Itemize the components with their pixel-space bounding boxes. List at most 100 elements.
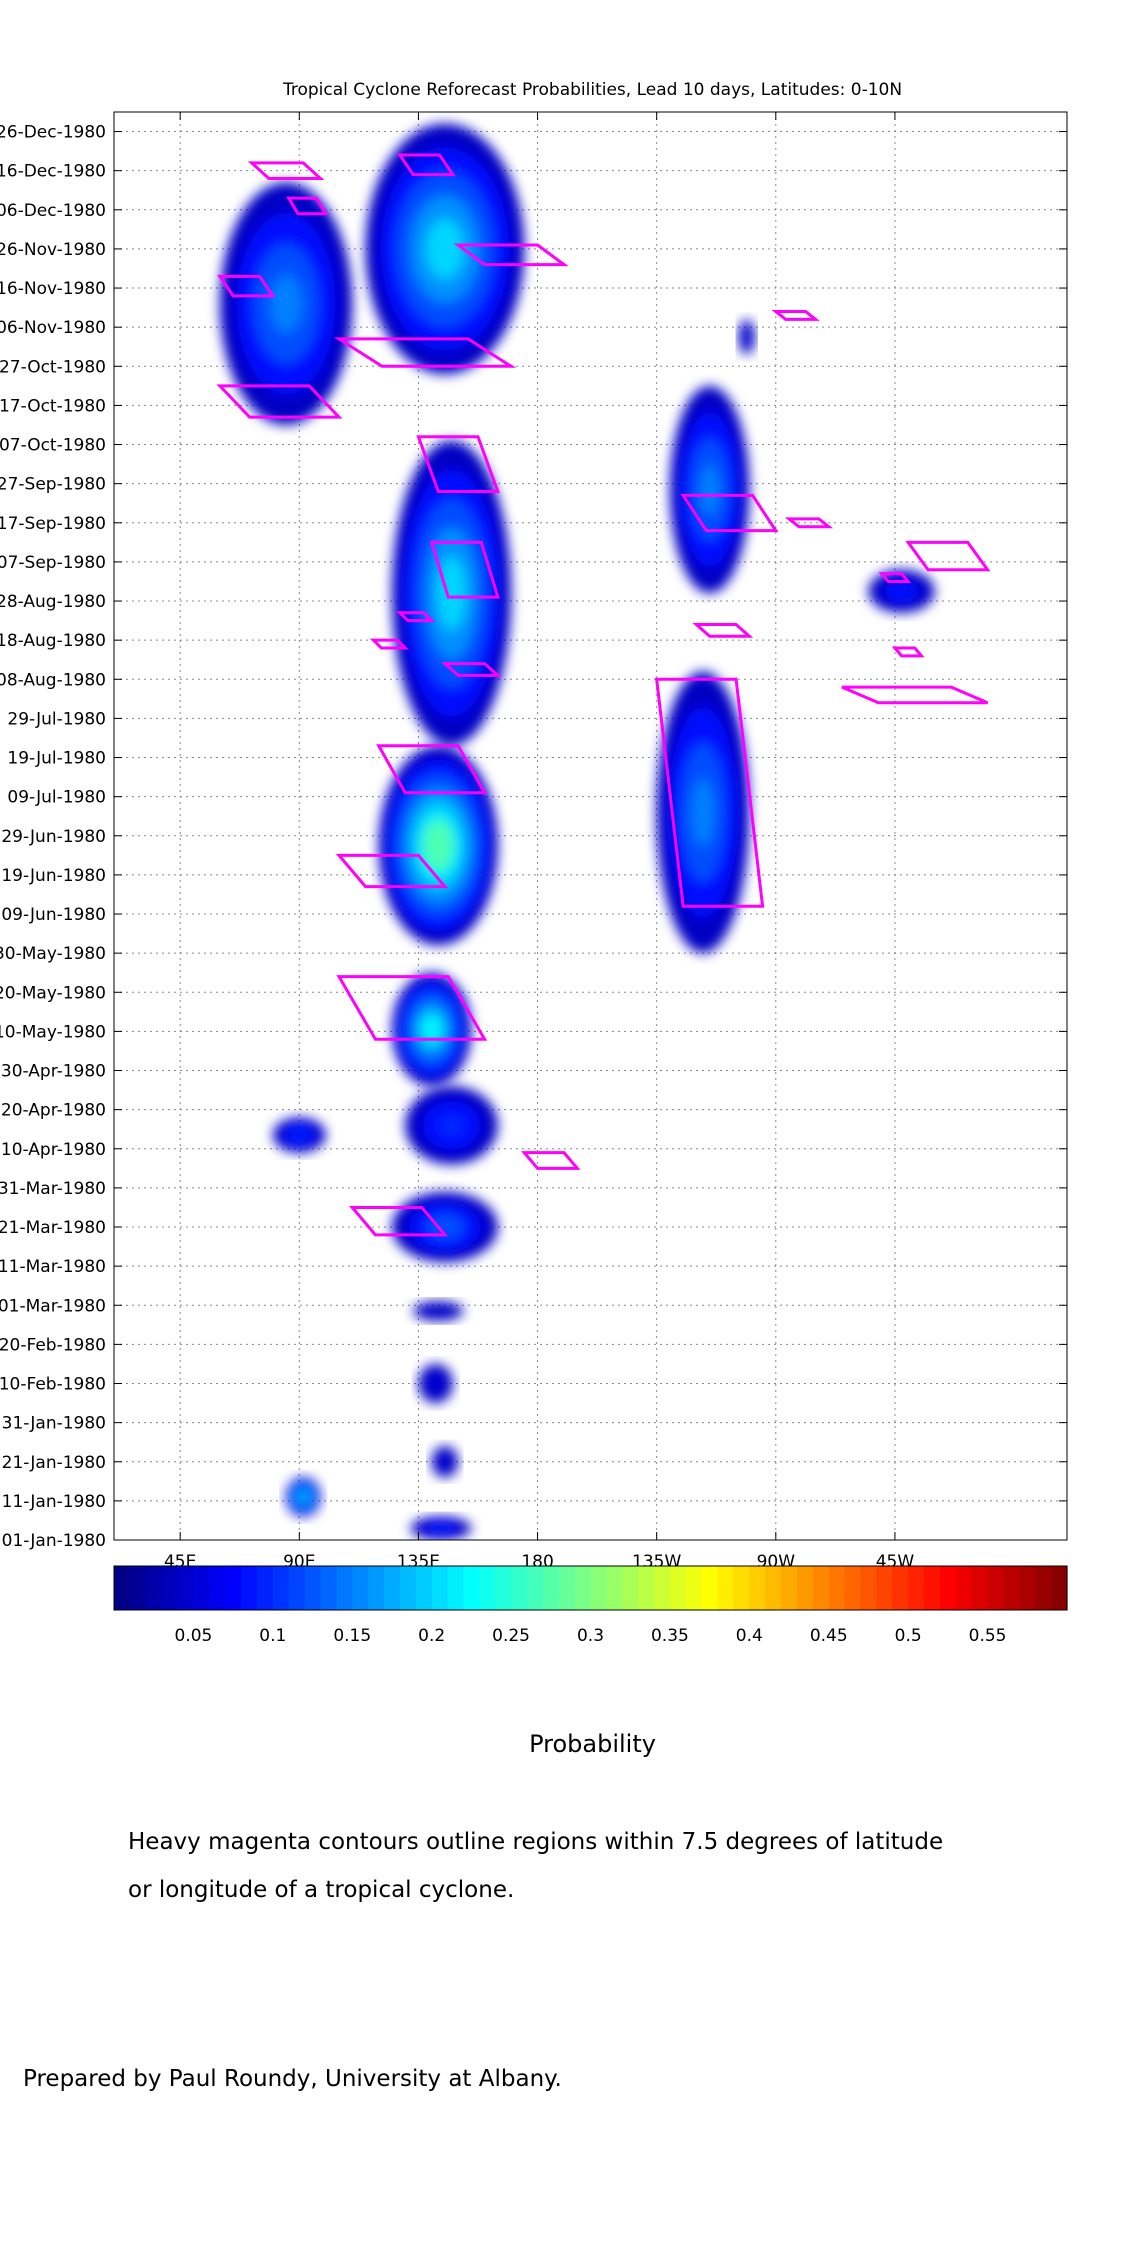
cyclone-contour (891, 646, 925, 658)
colorbar-segment (828, 1566, 846, 1610)
y-tick-label: 07-Oct-1980 (0, 436, 106, 456)
y-tick-label: 16-Dec-1980 (0, 162, 106, 182)
probability-region (391, 972, 472, 1087)
probability-region (413, 1301, 464, 1321)
y-tick-label: 20-Apr-1980 (1, 1101, 106, 1121)
colorbar-segment (272, 1566, 290, 1610)
colorbar-segment (638, 1566, 655, 1610)
colorbar-segment (876, 1566, 893, 1610)
colorbar-segment (590, 1566, 607, 1610)
y-tick-label: 27-Oct-1980 (0, 357, 106, 377)
colorbar-tick-label: 0.3 (577, 1626, 604, 1646)
y-tick-label: 16-Nov-1980 (0, 279, 106, 299)
colorbar-segment (241, 1566, 258, 1610)
colorbar-segment (812, 1566, 830, 1610)
cyclone-contour (416, 435, 500, 493)
colorbar-segment (717, 1566, 735, 1610)
cyclone-contour (905, 540, 991, 572)
cyclone-contour (878, 572, 912, 583)
y-tick-label: 06-Dec-1980 (0, 201, 106, 221)
y-tick-label: 26-Nov-1980 (0, 240, 106, 260)
colorbar-segment (860, 1566, 877, 1610)
cyclone-contour (335, 853, 449, 889)
y-tick-label: 29-Jun-1980 (1, 827, 106, 847)
cyclone-contour (654, 677, 765, 908)
probability-peak (440, 1115, 463, 1135)
colorbar-segment (177, 1566, 195, 1610)
colorbar-segment (256, 1566, 274, 1610)
colorbar-segment (669, 1566, 687, 1610)
colorbar-segment (939, 1566, 957, 1610)
y-tick-label: 21-Jan-1980 (2, 1453, 106, 1473)
chart-svg: 45E 90E 135E 180 135W 90W 45W01-Jan-198011-Jan… (0, 111, 1068, 1646)
colorbar-segment (924, 1566, 941, 1610)
y-tick-label: 11-Mar-1980 (0, 1257, 106, 1277)
colorbar-segment (749, 1566, 766, 1610)
y-tick-label: 10-May-1980 (0, 1022, 106, 1042)
colorbar-segment (431, 1566, 449, 1610)
probability-region (391, 440, 512, 746)
colorbar-tick-label: 0.2 (418, 1626, 445, 1646)
caption-line-2: or longitude of a tropical cyclone. (128, 1877, 515, 1903)
cyclone-contour (521, 1151, 581, 1170)
colorbar-segment (654, 1566, 671, 1610)
probability-peak (423, 821, 453, 870)
caption-line-1: Heavy magenta contours outline regions w… (128, 1829, 944, 1855)
probability-region (391, 1191, 498, 1263)
y-tick-label: 10-Apr-1980 (1, 1140, 106, 1160)
colorbar-segment (479, 1566, 496, 1610)
colorbar-tick-label: 0.55 (969, 1626, 1007, 1646)
colorbar-label: Probability (529, 1730, 656, 1758)
y-tick-label: 07-Sep-1980 (0, 553, 106, 573)
colorbar-segment (511, 1566, 528, 1610)
colorbar-tick-label: 0.15 (333, 1626, 371, 1646)
cyclone-contour (333, 337, 517, 368)
probability-peak (433, 1525, 449, 1532)
probability-region (669, 385, 750, 594)
cyclone-contour (841, 685, 989, 705)
probability-peak (299, 1492, 308, 1502)
probability-region (738, 319, 755, 355)
colorbar-segment (447, 1566, 465, 1610)
y-tick-label: 28-Aug-1980 (0, 592, 106, 612)
colorbar-segment (955, 1566, 973, 1610)
colorbar-segment (781, 1566, 798, 1610)
probability-region (219, 182, 353, 425)
colorbar-segment (685, 1566, 703, 1610)
colorbar-segment (209, 1566, 226, 1610)
colorbar-segment (161, 1566, 179, 1610)
colorbar-segment (320, 1566, 337, 1610)
chart-title: Tropical Cyclone Reforecast Probabilitie… (282, 80, 903, 100)
y-tick-label: 31-Jan-1980 (2, 1414, 106, 1434)
colorbar-segment (495, 1566, 512, 1610)
cyclone-contour (369, 638, 409, 650)
y-tick-label: 18-Aug-1980 (0, 631, 106, 651)
probability-peak (432, 1308, 445, 1315)
cyclone-contour (692, 623, 754, 638)
colorbar-segment (558, 1566, 576, 1610)
colorbar-segment (129, 1566, 147, 1610)
probability-region (365, 123, 525, 375)
colorbar-tick-label: 0.35 (651, 1626, 689, 1646)
y-tick-label: 20-Feb-1980 (0, 1335, 106, 1355)
y-tick-label: 30-May-1980 (0, 944, 106, 964)
y-tick-label: 01-Mar-1980 (0, 1296, 106, 1316)
y-tick-label: 20-May-1980 (0, 983, 106, 1003)
colorbar-segment (542, 1566, 560, 1610)
y-tick-label: 27-Sep-1980 (0, 475, 106, 495)
colorbar-segment (145, 1566, 163, 1610)
colorbar-tick-label: 0.5 (895, 1626, 922, 1646)
probability-peak (270, 274, 302, 333)
colorbar-segment (796, 1566, 814, 1610)
colorbar-segment (336, 1566, 353, 1610)
colorbar-segment (701, 1566, 719, 1610)
colorbar-tick-label: 0.4 (736, 1626, 763, 1646)
y-tick-label: 17-Sep-1980 (0, 514, 106, 534)
colorbar-segment (368, 1566, 385, 1610)
y-tick-label: 19-Jul-1980 (7, 749, 106, 769)
cyclone-contour (376, 744, 488, 795)
colorbar-tick-label: 0.1 (259, 1626, 286, 1646)
colorbar-segment (844, 1566, 862, 1610)
cyclone-contour (286, 196, 329, 216)
colorbar-segment (765, 1566, 782, 1610)
